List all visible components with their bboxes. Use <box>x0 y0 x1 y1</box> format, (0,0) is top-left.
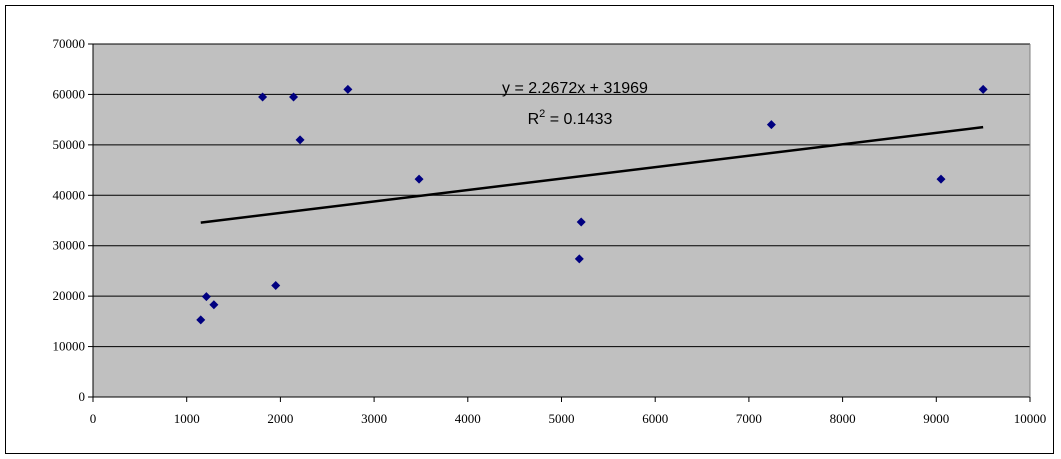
data-point-diamond <box>978 84 988 94</box>
data-point-diamond <box>196 315 206 325</box>
data-point-diamond <box>258 92 268 102</box>
data-point-diamond <box>343 84 353 94</box>
axes <box>88 43 1031 402</box>
x-tick-label: 9000 <box>923 411 949 426</box>
x-tick-label: 5000 <box>549 411 575 426</box>
x-tick-label: 4000 <box>455 411 481 426</box>
data-point-diamond <box>576 217 586 227</box>
x-tick-label: 6000 <box>642 411 668 426</box>
y-tick-label: 30000 <box>53 238 86 253</box>
data-point-diamond <box>574 254 584 264</box>
data-point-diamond <box>766 120 776 130</box>
data-point-diamond <box>295 135 305 145</box>
data-point-diamond <box>201 292 211 302</box>
y-tick-label: 0 <box>79 389 86 404</box>
data-point-diamond <box>289 92 299 102</box>
data-point-diamond <box>271 281 281 291</box>
data-point-diamond <box>414 174 424 184</box>
x-tick-label: 8000 <box>830 411 856 426</box>
y-tick-label: 70000 <box>53 36 86 51</box>
gridlines <box>93 43 1030 398</box>
x-tick-label: 10000 <box>1014 411 1047 426</box>
y-tick-label: 40000 <box>53 187 86 202</box>
y-tick-label: 20000 <box>53 288 86 303</box>
trendline <box>200 125 984 224</box>
data-point-diamond <box>209 300 219 310</box>
y-tick-label: 50000 <box>53 137 86 152</box>
tick-labels: 0 10000 20000 30000 40000 50000 60000 70000 0 100… <box>53 36 1047 426</box>
data-point-diamond <box>936 174 946 184</box>
r-squared-superscript: 2 <box>539 108 545 120</box>
trendline-r-squared: R2 = 0.1433 <box>528 108 613 128</box>
y-tick-label: 10000 <box>53 339 86 354</box>
r-squared-value: = 0.1433 <box>545 111 612 128</box>
x-tick-label: 7000 <box>736 411 762 426</box>
y-tick-label: 60000 <box>53 86 86 101</box>
x-tick-label: 3000 <box>361 411 387 426</box>
trendline-equation: y = 2.2672x + 31969 <box>502 80 648 97</box>
plot-area <box>93 44 1030 397</box>
data-points <box>196 84 988 325</box>
r-squared-symbol: R <box>528 111 540 128</box>
x-tick-label: 0 <box>90 411 97 426</box>
x-tick-label: 2000 <box>267 411 293 426</box>
x-tick-label: 1000 <box>174 411 200 426</box>
